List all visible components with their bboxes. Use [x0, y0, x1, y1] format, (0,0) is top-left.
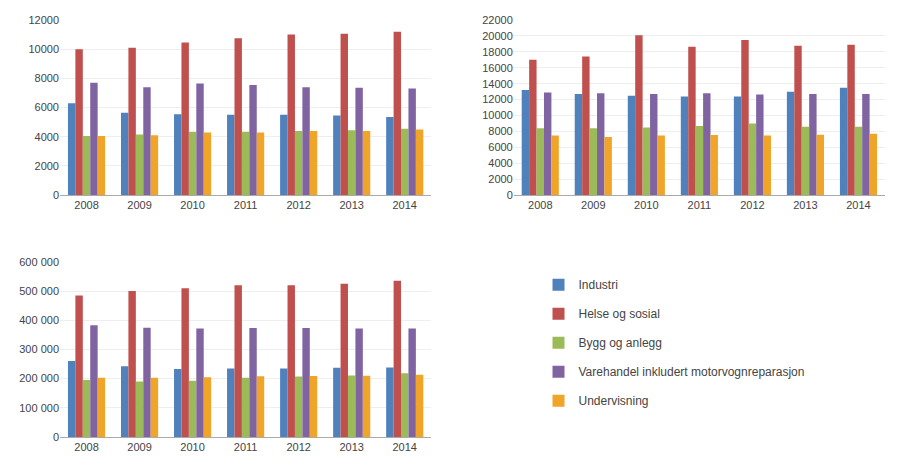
svg-text:Helse og sosial: Helse og sosial: [579, 307, 660, 321]
svg-text:2014: 2014: [392, 441, 416, 453]
svg-text:2008: 2008: [528, 199, 552, 211]
svg-text:2009: 2009: [581, 199, 605, 211]
svg-text:2008: 2008: [74, 199, 98, 211]
svg-text:6000: 6000: [488, 141, 512, 153]
svg-text:2010: 2010: [634, 199, 658, 211]
svg-text:0: 0: [53, 431, 59, 443]
svg-text:2012: 2012: [286, 441, 310, 453]
svg-text:2013: 2013: [793, 199, 817, 211]
svg-text:2011: 2011: [234, 441, 258, 453]
svg-text:6000: 6000: [35, 101, 59, 113]
svg-text:2014: 2014: [846, 199, 870, 211]
svg-text:2013: 2013: [339, 441, 363, 453]
svg-text:20000: 20000: [482, 30, 513, 42]
svg-text:8000: 8000: [35, 72, 59, 84]
svg-text:400 000: 400 000: [19, 314, 59, 326]
svg-text:0: 0: [507, 189, 513, 201]
svg-text:2000: 2000: [35, 160, 59, 172]
svg-text:500 000: 500 000: [19, 285, 59, 297]
svg-text:16000: 16000: [482, 62, 513, 74]
svg-text:2011: 2011: [234, 199, 258, 211]
svg-text:600 000: 600 000: [19, 256, 59, 268]
svg-text:8000: 8000: [488, 125, 512, 137]
svg-text:2008: 2008: [74, 441, 98, 453]
svg-text:10000: 10000: [482, 109, 513, 121]
svg-text:2000: 2000: [488, 173, 512, 185]
svg-text:Bygg og anlegg: Bygg og anlegg: [579, 336, 662, 350]
svg-text:2014: 2014: [392, 199, 416, 211]
svg-text:2010: 2010: [180, 199, 204, 211]
svg-text:300 000: 300 000: [19, 343, 59, 355]
svg-text:12000: 12000: [28, 14, 59, 26]
svg-text:22000: 22000: [482, 14, 513, 26]
svg-text:4000: 4000: [488, 157, 512, 169]
svg-text:Undervisning: Undervisning: [579, 394, 649, 408]
svg-text:2013: 2013: [339, 199, 363, 211]
svg-text:2009: 2009: [127, 441, 151, 453]
svg-text:0: 0: [53, 189, 59, 201]
svg-text:12000: 12000: [482, 93, 513, 105]
svg-text:2010: 2010: [180, 441, 204, 453]
svg-text:18000: 18000: [482, 46, 513, 58]
svg-text:2009: 2009: [127, 199, 151, 211]
svg-text:2011: 2011: [688, 199, 712, 211]
svg-text:2012: 2012: [286, 199, 310, 211]
svg-text:10000: 10000: [28, 43, 59, 55]
svg-text:Varehandel inkludert motorvogn: Varehandel inkludert motorvognreparasjon: [579, 365, 805, 379]
svg-text:2012: 2012: [740, 199, 764, 211]
svg-text:200 000: 200 000: [19, 372, 59, 384]
svg-text:4000: 4000: [35, 131, 59, 143]
svg-text:14000: 14000: [482, 78, 513, 90]
svg-text:100 000: 100 000: [19, 402, 59, 414]
svg-text:Industri: Industri: [579, 278, 618, 292]
